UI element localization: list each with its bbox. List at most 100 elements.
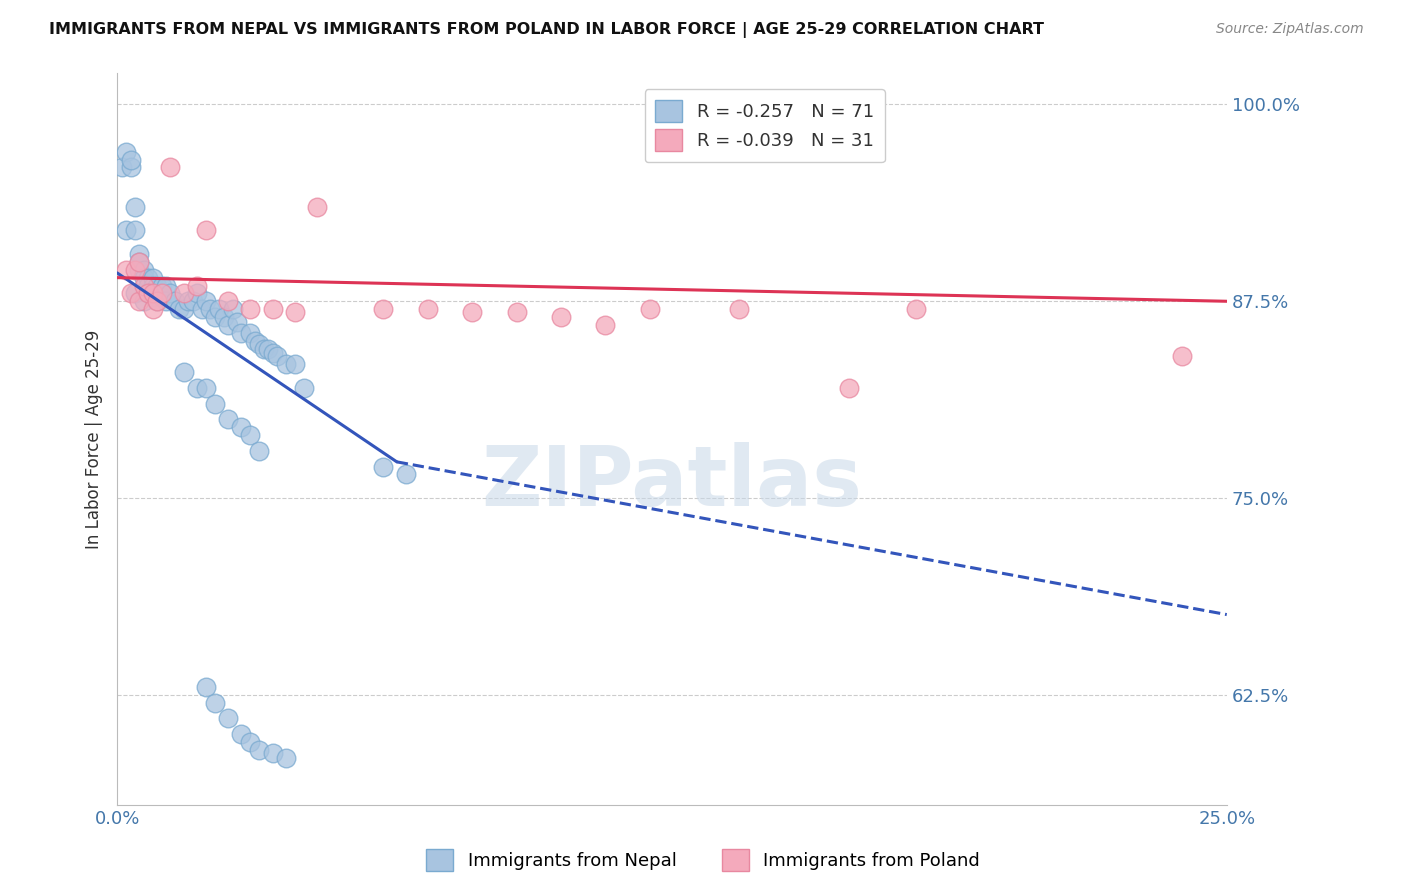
Point	[231, 420, 253, 434]
Point	[200, 302, 222, 317]
Point	[194, 680, 217, 694]
Point	[204, 310, 226, 324]
Point	[239, 428, 262, 442]
Point	[212, 310, 235, 324]
Point	[132, 262, 155, 277]
Point	[284, 305, 307, 319]
Legend: R = -0.257   N = 71, R = -0.039   N = 31: R = -0.257 N = 71, R = -0.039 N = 31	[644, 89, 884, 162]
Point	[155, 278, 177, 293]
Point	[111, 161, 134, 175]
Point	[194, 294, 217, 309]
Point	[217, 294, 239, 309]
Point	[173, 302, 195, 317]
Point	[163, 294, 186, 309]
Point	[136, 286, 159, 301]
Point	[186, 286, 208, 301]
Point	[253, 342, 276, 356]
Point	[292, 381, 315, 395]
Point	[120, 153, 142, 167]
Point	[905, 302, 928, 317]
Point	[239, 302, 262, 317]
Text: IMMIGRANTS FROM NEPAL VS IMMIGRANTS FROM POLAND IN LABOR FORCE | AGE 25-29 CORRE: IMMIGRANTS FROM NEPAL VS IMMIGRANTS FROM…	[49, 22, 1045, 38]
Point	[204, 696, 226, 710]
Point	[142, 278, 165, 293]
Point	[132, 278, 155, 293]
Point	[169, 302, 191, 317]
Point	[505, 305, 527, 319]
Point	[231, 326, 253, 340]
Point	[305, 200, 328, 214]
Point	[395, 467, 418, 482]
Y-axis label: In Labor Force | Age 25-29: In Labor Force | Age 25-29	[86, 329, 103, 549]
Point	[217, 318, 239, 332]
Point	[181, 294, 204, 309]
Point	[838, 381, 860, 395]
Point	[190, 302, 212, 317]
Point	[124, 200, 146, 214]
Point	[217, 711, 239, 725]
Point	[150, 286, 173, 301]
Point	[150, 278, 173, 293]
Point	[274, 357, 297, 371]
Text: Source: ZipAtlas.com: Source: ZipAtlas.com	[1216, 22, 1364, 37]
Point	[186, 278, 208, 293]
Point	[142, 286, 165, 301]
Point	[239, 735, 262, 749]
Point	[142, 289, 165, 303]
Point	[194, 223, 217, 237]
Point	[128, 255, 150, 269]
Point	[262, 302, 284, 317]
Point	[142, 302, 165, 317]
Point	[159, 161, 181, 175]
Point	[247, 336, 270, 351]
Point	[120, 161, 142, 175]
Point	[595, 318, 617, 332]
Point	[221, 302, 243, 317]
Point	[132, 294, 155, 309]
Point	[173, 286, 195, 301]
Point	[257, 342, 280, 356]
Point	[550, 310, 572, 324]
Point	[136, 286, 159, 301]
Point	[159, 286, 181, 301]
Point	[226, 315, 249, 329]
Point	[155, 294, 177, 309]
Point	[247, 743, 270, 757]
Text: ZIPatlas: ZIPatlas	[481, 442, 862, 524]
Point	[186, 381, 208, 395]
Point	[173, 365, 195, 379]
Point	[194, 381, 217, 395]
Point	[727, 302, 749, 317]
Point	[136, 278, 159, 293]
Point	[124, 286, 146, 301]
Point	[146, 294, 169, 309]
Point	[262, 746, 284, 760]
Point	[373, 302, 395, 317]
Point	[217, 412, 239, 426]
Point	[136, 270, 159, 285]
Point	[120, 286, 142, 301]
Point	[461, 305, 484, 319]
Point	[274, 751, 297, 765]
Point	[208, 302, 231, 317]
Point	[132, 270, 155, 285]
Point	[177, 294, 200, 309]
Point	[115, 262, 138, 277]
Point	[247, 443, 270, 458]
Point	[146, 278, 169, 293]
Legend: Immigrants from Nepal, Immigrants from Poland: Immigrants from Nepal, Immigrants from P…	[419, 842, 987, 879]
Point	[128, 294, 150, 309]
Point	[284, 357, 307, 371]
Point	[231, 727, 253, 741]
Point	[262, 346, 284, 360]
Point	[124, 262, 146, 277]
Point	[1171, 350, 1194, 364]
Point	[115, 223, 138, 237]
Point	[638, 302, 661, 317]
Point	[128, 262, 150, 277]
Point	[416, 302, 439, 317]
Point	[146, 294, 169, 309]
Point	[204, 396, 226, 410]
Point	[128, 255, 150, 269]
Point	[124, 223, 146, 237]
